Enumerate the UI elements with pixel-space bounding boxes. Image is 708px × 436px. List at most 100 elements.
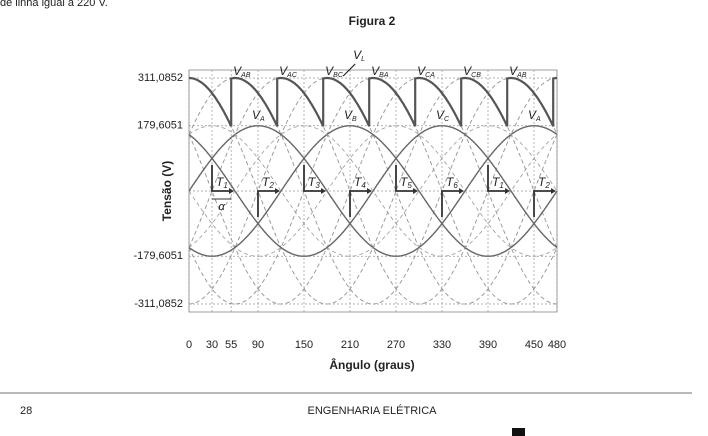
- arrow-head: [321, 188, 326, 194]
- pulse-label: T3: [308, 175, 320, 190]
- phase-curve: [188, 125, 558, 257]
- line-label: VBC: [325, 64, 344, 79]
- line-voltage-curve: [188, 77, 558, 305]
- arrow-head: [413, 188, 418, 194]
- pulse-label-main: T: [262, 175, 271, 189]
- arrow-head: [551, 188, 556, 194]
- line-label-sub: CA: [425, 72, 435, 79]
- y-axis-label: Tensão (V): [160, 161, 174, 221]
- phase-label-sub: B: [352, 116, 357, 123]
- pulse-label: T4: [354, 175, 366, 190]
- footer-section: ENGENHARIA ELÉTRICA: [308, 404, 438, 417]
- pulse-label-main: T: [492, 175, 501, 189]
- pulse-label-sub: 5: [407, 181, 412, 190]
- x-tick-label: 55: [225, 339, 237, 351]
- phase-label: VA: [528, 108, 541, 123]
- pulse-label-main: T: [354, 175, 363, 189]
- arrow-head: [367, 188, 372, 194]
- gate-pulse: [533, 190, 552, 218]
- line-voltage-curve: [189, 77, 558, 305]
- gate-pulse: [211, 164, 230, 192]
- gate-pulse: [441, 190, 460, 218]
- phase-label: VA: [252, 108, 265, 123]
- x-tick-label: 150: [295, 339, 313, 351]
- line-label: VAC: [279, 64, 298, 79]
- alpha-label: α: [218, 201, 225, 213]
- phase-curve: [188, 125, 558, 257]
- line-label: VBA: [371, 64, 389, 79]
- y-tick-label: 179,6051: [137, 120, 183, 132]
- pulse-label-sub: 1: [499, 181, 503, 190]
- pulse-label-main: T: [308, 175, 317, 189]
- y-tick-label: 311,0852: [138, 72, 183, 84]
- phase-label-main: V: [436, 108, 445, 122]
- x-tick-label: 450: [525, 339, 543, 351]
- y-tick-label: -311,0852: [134, 298, 183, 310]
- phase-label-main: V: [252, 108, 261, 122]
- header-text: de linha igual a 220 V.: [0, 0, 108, 9]
- gate-pulse: [303, 164, 322, 192]
- line-label: VAB: [509, 64, 527, 79]
- phase-label: VB: [344, 108, 357, 123]
- gate-pulse: [257, 190, 276, 218]
- pulse-label-main: T: [400, 175, 409, 189]
- line-label-sub: AB: [240, 72, 251, 79]
- pulse-label: T2: [538, 175, 550, 190]
- pulse-label-sub: 2: [544, 181, 550, 190]
- x-tick-label: 90: [252, 339, 264, 351]
- pulse-label: T1: [216, 175, 228, 190]
- arrow-head: [229, 188, 234, 194]
- line-label: VAB: [233, 64, 251, 79]
- pulse-label-sub: 3: [315, 181, 320, 190]
- pulse-label: T5: [400, 175, 412, 190]
- line-label-main: V: [279, 64, 288, 78]
- gate-pulse: [487, 164, 506, 192]
- pulse-label: T2: [262, 175, 274, 190]
- phase-label: VC: [436, 108, 450, 123]
- gate-pulse: [395, 164, 414, 192]
- phase-label-main: V: [344, 108, 353, 122]
- phase-label-sub: A: [259, 116, 265, 123]
- phase-curve: [188, 125, 558, 257]
- line-label-main: V: [417, 64, 426, 78]
- pulse-label: T1: [492, 175, 504, 190]
- phase-label-sub: C: [444, 116, 450, 123]
- line-label: VCA: [417, 64, 435, 79]
- pulse-label-sub: 2: [268, 181, 274, 190]
- line-label-main: V: [233, 64, 242, 78]
- line-label-sub: AB: [516, 72, 527, 79]
- output-curve: [189, 76, 557, 127]
- x-tick-label: 210: [341, 339, 359, 351]
- line-label-main: V: [509, 64, 518, 78]
- chart-title: Figura 2: [349, 14, 396, 28]
- x-tick-label: 480: [548, 339, 566, 351]
- output-label-sub: L: [361, 56, 365, 63]
- line-label-sub: BC: [333, 72, 344, 79]
- line-label-sub: AC: [286, 72, 298, 79]
- line-label-main: V: [325, 64, 334, 78]
- pulse-label: T6: [446, 175, 458, 190]
- x-tick-label: 330: [433, 339, 451, 351]
- pulse-label-main: T: [216, 175, 225, 189]
- line-label-main: V: [463, 64, 472, 78]
- marker: [512, 428, 525, 436]
- arrow-head: [275, 188, 280, 194]
- output-label-main: V: [353, 48, 362, 62]
- pulse-label-main: T: [538, 175, 547, 189]
- phase-label-sub: A: [535, 116, 541, 123]
- x-tick-label: 30: [206, 339, 218, 351]
- gate-pulse: [349, 190, 368, 218]
- phase-label-main: V: [528, 108, 537, 122]
- output-label: VL: [353, 48, 365, 63]
- y-tick-label: -179,6051: [133, 250, 183, 262]
- x-tick-label: 390: [479, 339, 497, 351]
- x-tick-label: 270: [387, 339, 405, 351]
- line-voltage-curve: [188, 77, 557, 305]
- page-number: 28: [20, 405, 32, 417]
- line-label: VCB: [463, 64, 481, 79]
- x-axis-label: Ângulo (graus): [329, 357, 414, 372]
- x-tick-label: 0: [186, 339, 192, 351]
- line-label-sub: CB: [471, 72, 481, 79]
- pulse-label-sub: 4: [361, 181, 366, 190]
